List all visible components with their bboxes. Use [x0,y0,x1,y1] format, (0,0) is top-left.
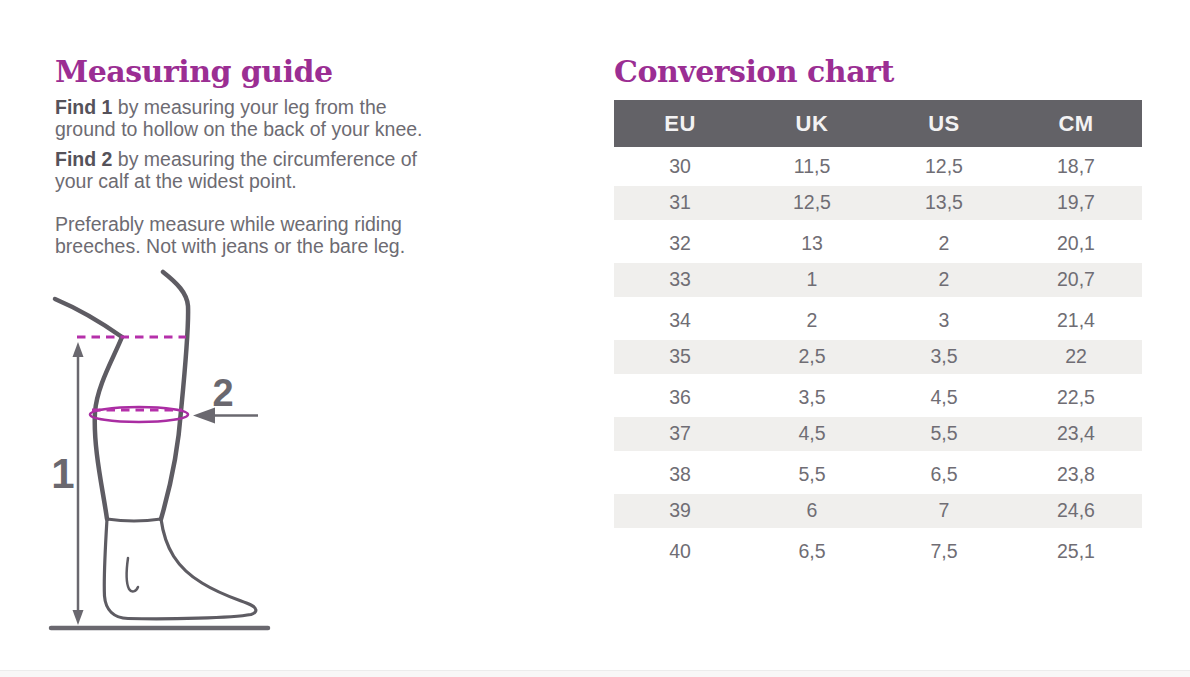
find-1-label: Find 1 [55,96,112,118]
table-row: 374,55,523,4 [614,417,1142,456]
calf-back-line [95,337,122,519]
table-cell: 22 [1010,340,1142,375]
table-header-cell: US [878,100,1010,147]
paragraph-line: Find 2 by measuring the circumference of [55,149,417,171]
table-row: 3112,513,519,7 [614,186,1142,225]
table-cell: 31 [614,186,746,221]
guide-paragraph-find-1: Find 1 by measuring your leg from the gr… [55,97,423,140]
table-cell: 2 [746,301,878,340]
size-guide-page: Measuring guide Find 1 by measuring your… [0,0,1190,677]
calf-measure [90,407,188,422]
table-cell: 5,5 [746,455,878,494]
table-cell: 32 [614,224,746,263]
table-cell: 4,5 [878,378,1010,417]
table-cell: 1 [746,263,878,298]
table-row: 3213220,1 [614,224,1142,263]
table-cell: 21,4 [1010,301,1142,340]
guide-paragraph-note: Preferably measure while wearing riding … [55,214,405,257]
guide-paragraph-find-2: Find 2 by measuring the circumference of… [55,149,417,192]
paragraph-line: Find 1 by measuring your leg from the [55,97,423,119]
table-cell: 37 [614,417,746,452]
table-cell: 24,6 [1010,494,1142,529]
measuring-guide-title: Measuring guide [55,54,333,90]
table-cell: 4,5 [746,417,878,452]
paragraph-text: by measuring your leg from the [112,96,386,118]
leg-measurement-diagram: 1 2 [30,260,320,660]
table-cell: 40 [614,532,746,571]
table-cell: 2 [878,263,1010,298]
table-row: 385,56,523,8 [614,455,1142,494]
table-cell: 3 [878,301,1010,340]
table-row: 406,57,525,1 [614,532,1142,571]
table-cell: 13 [746,224,878,263]
table-row: 342321,4 [614,301,1142,340]
conversion-table: EUUKUSCM 3011,512,518,73112,513,519,7321… [614,100,1142,571]
arrow-up-icon [73,342,84,357]
measure-2-label: 2 [212,372,233,414]
table-cell: 7 [878,494,1010,529]
table-row: 331220,7 [614,263,1142,302]
table-cell: 20,1 [1010,224,1142,263]
table-cell: 23,4 [1010,417,1142,452]
bottom-divider [0,670,1190,677]
table-cell: 11,5 [746,147,878,186]
table-cell: 6 [746,494,878,529]
arrow-down-icon [73,610,84,625]
table-cell: 20,7 [1010,263,1142,298]
sock-top-line [107,519,161,521]
table-cell: 30 [614,147,746,186]
thigh-back-line [55,299,122,337]
measure-1-label: 1 [51,450,74,497]
table-header-cell: UK [746,100,878,147]
find-2-label: Find 2 [55,148,112,170]
leg-outline [55,272,256,619]
table-header-cell: EU [614,100,746,147]
table-cell: 39 [614,494,746,529]
table-row: 352,53,522 [614,340,1142,379]
table-cell: 5,5 [878,417,1010,452]
paragraph-line: your calf at the widest point. [55,171,417,193]
table-row: 363,54,522,5 [614,378,1142,417]
table-cell: 12,5 [746,186,878,221]
table-cell: 13,5 [878,186,1010,221]
table-cell: 3,5 [878,340,1010,375]
table-cell: 33 [614,263,746,298]
table-cell: 18,7 [1010,147,1142,186]
table-body: 3011,512,518,73112,513,519,73213220,1331… [614,147,1142,571]
ankle-mark [127,558,138,591]
conversion-chart-title: Conversion chart [614,54,894,90]
table-header-row: EUUKUSCM [614,100,1142,147]
table-cell: 3,5 [746,378,878,417]
table-header-cell: CM [1010,100,1142,147]
table-row: 3011,512,518,7 [614,147,1142,186]
table-cell: 12,5 [878,147,1010,186]
paragraph-line: breeches. Not with jeans or the bare leg… [55,236,405,258]
table-cell: 2,5 [746,340,878,375]
table-cell: 34 [614,301,746,340]
table-cell: 36 [614,378,746,417]
table-cell: 22,5 [1010,378,1142,417]
table-cell: 38 [614,455,746,494]
table-cell: 23,8 [1010,455,1142,494]
table-cell: 25,1 [1010,532,1142,571]
table-cell: 2 [878,224,1010,263]
table-cell: 6,5 [878,455,1010,494]
paragraph-line: Preferably measure while wearing riding [55,214,405,236]
paragraph-line: ground to hollow on the back of your kne… [55,119,423,141]
table-cell: 7,5 [878,532,1010,571]
table-cell: 6,5 [746,532,878,571]
table-cell: 35 [614,340,746,375]
table-cell: 19,7 [1010,186,1142,221]
paragraph-text: by measuring the circumference of [112,148,417,170]
table-row: 396724,6 [614,494,1142,533]
leg-front-line [161,272,188,519]
